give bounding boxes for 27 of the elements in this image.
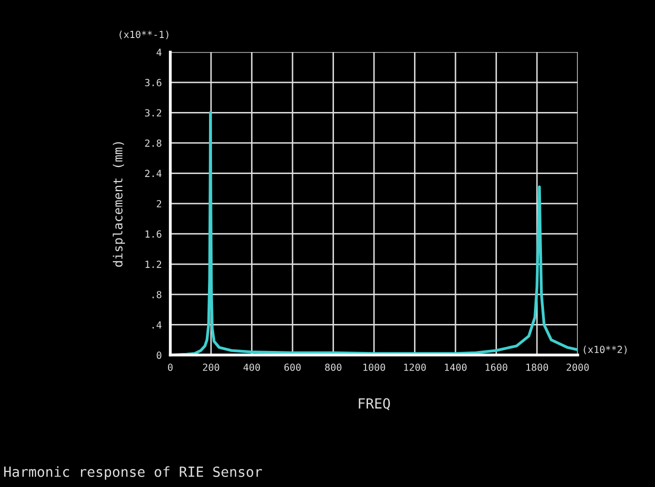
x-tick-label: 0 (168, 364, 173, 371)
y-tick-label: 2.4 (145, 170, 162, 177)
x-tick-label: 1400 (444, 364, 467, 371)
x-tick-label: 200 (202, 364, 220, 371)
y-tick-label: 2 (156, 200, 162, 208)
y-tick-label: 3.6 (145, 78, 162, 86)
y-tick-label: 3.2 (145, 109, 162, 117)
x-tick-label: 1000 (363, 364, 386, 371)
x-tick-label: 800 (325, 364, 342, 371)
x-tick-label: 600 (284, 364, 301, 371)
x-tick-label: 1200 (404, 364, 426, 371)
text: Harmonic response of RIE Sensor (4, 466, 262, 480)
y-tick-label: 4 (156, 48, 162, 56)
x-tick-label: 2000 (566, 364, 589, 371)
x-axis-title: FREQ (358, 398, 390, 410)
text: (x10**-1) (120, 30, 168, 40)
y-axis-title: displacement (mm) (112, 142, 125, 267)
x-tick-label: 1600 (486, 364, 508, 371)
text: (x10**2) (584, 346, 627, 354)
y-tick-label: .8 (152, 290, 162, 298)
y-tick-label: 1.6 (146, 230, 162, 238)
x-tick-label: 400 (243, 364, 260, 371)
y-tick-label: 1.2 (146, 260, 162, 268)
y-tick-label: 0 (156, 352, 162, 359)
y-tick-label: .4 (152, 321, 162, 328)
x-tick-label: 1800 (526, 364, 548, 371)
y-tick-label: 2.8 (145, 139, 162, 147)
